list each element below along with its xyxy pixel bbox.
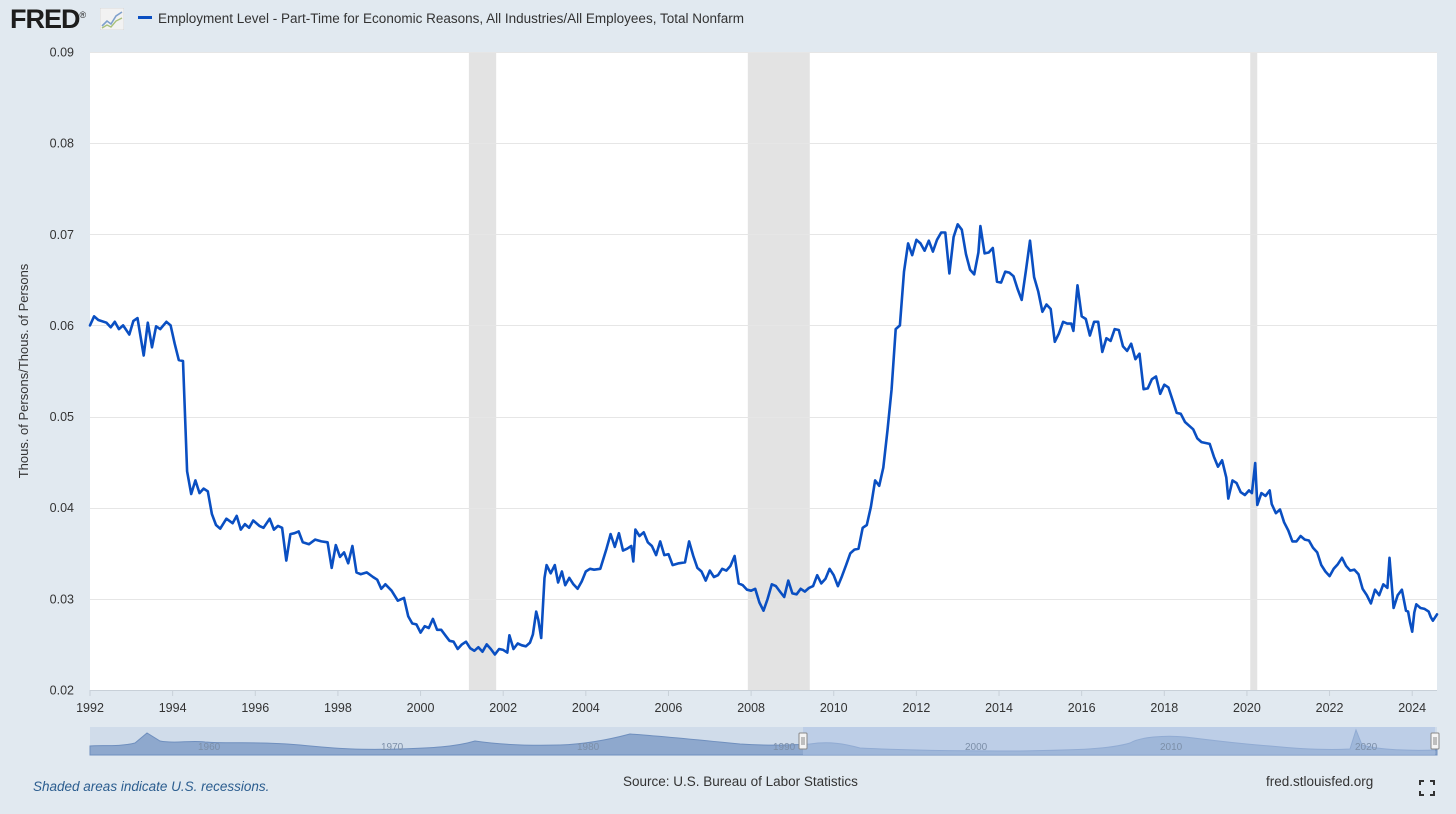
x-tick-label: 2002 (489, 701, 517, 715)
logo-text: FRED (10, 4, 80, 34)
navigator-label-1980: 1980 (577, 742, 600, 753)
fullscreen-icon[interactable] (1419, 780, 1435, 796)
recession-band (469, 52, 496, 690)
navigator-label-1960: 1960 (198, 742, 221, 753)
y-tick-label: 0.02 (50, 684, 74, 698)
logo-registered-mark: ® (80, 10, 86, 20)
chart-header: FRED® Employment Level - Part-Time for E… (0, 0, 1456, 38)
y-tick-label: 0.07 (50, 228, 74, 242)
chart: 1992 1994 1996 1998 2000 2002 2004 2006 2008 2010… (0, 38, 1456, 763)
y-tick-label: 0.09 (50, 46, 74, 60)
navigator-label-2000: 2000 (965, 742, 988, 753)
y-tick-label: 0.08 (50, 137, 74, 151)
navigator-label-1990: 1990 (773, 742, 796, 753)
legend-label: Employment Level - Part-Time for Economi… (158, 11, 744, 26)
source-credit: Source: U.S. Bureau of Labor Statistics (623, 774, 858, 789)
x-tick-label: 2018 (1150, 701, 1178, 715)
x-tick-label: 2024 (1398, 701, 1426, 715)
recession-note: Shaded areas indicate U.S. recessions. (33, 779, 269, 794)
y-axis: 0.02 0.03 0.04 0.05 0.06 0.07 0.08 0.09 (50, 46, 74, 698)
y-tick-label: 0.05 (50, 410, 74, 424)
recession-band (1250, 52, 1257, 690)
legend-swatch (138, 16, 152, 19)
x-tick-label: 2008 (737, 701, 765, 715)
navigator-label-2020: 2020 (1355, 742, 1378, 753)
x-tick-label: 2012 (902, 701, 930, 715)
chart-line-icon (100, 8, 124, 30)
x-tick-label: 1998 (324, 701, 352, 715)
y-tick-label: 0.04 (50, 501, 74, 515)
x-tick-label: 2004 (572, 701, 600, 715)
fred-logo[interactable]: FRED® (10, 4, 85, 35)
x-tick-label: 2022 (1316, 701, 1344, 715)
navigator-label-1970: 1970 (381, 742, 404, 753)
y-tick-label: 0.03 (50, 592, 74, 606)
navigator-right-handle[interactable] (1431, 733, 1439, 749)
x-tick-label: 2010 (820, 701, 848, 715)
y-axis-title: Thous. of Persons/Thous. of Persons (16, 263, 31, 478)
x-tick-label: 2000 (407, 701, 435, 715)
x-tick-label: 1994 (159, 701, 187, 715)
range-navigator[interactable]: 1960 1970 1980 1990 2000 2010 2020 (90, 727, 1439, 755)
x-axis: 1992 1994 1996 1998 2000 2002 2004 2006 2008 2010… (76, 690, 1426, 715)
x-tick-label: 1992 (76, 701, 104, 715)
chart-legend[interactable]: Employment Level - Part-Time for Economi… (138, 11, 744, 26)
x-tick-label: 1996 (241, 701, 269, 715)
source-url-link[interactable]: fred.stlouisfed.org (1266, 774, 1373, 789)
x-tick-label: 2020 (1233, 701, 1261, 715)
x-tick-label: 2016 (1068, 701, 1096, 715)
navigator-selection[interactable] (803, 727, 1435, 755)
y-tick-label: 0.06 (50, 319, 74, 333)
x-tick-label: 2006 (655, 701, 683, 715)
x-tick-label: 2014 (985, 701, 1013, 715)
navigator-left-handle[interactable] (799, 733, 807, 749)
navigator-label-2010: 2010 (1160, 742, 1183, 753)
